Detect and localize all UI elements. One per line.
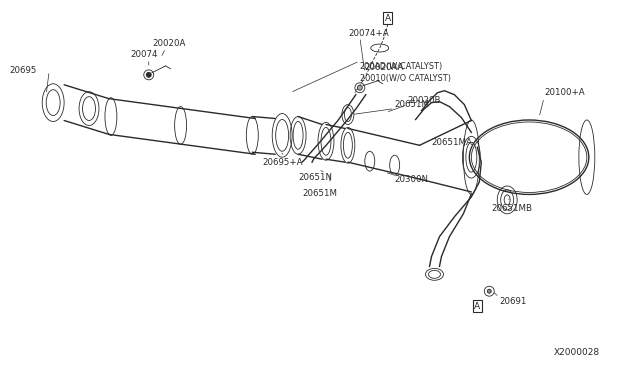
Text: 20651MA: 20651MA [431, 138, 472, 147]
Text: 20074: 20074 [131, 51, 158, 60]
Text: X2000028: X2000028 [554, 348, 600, 357]
Text: 20020A: 20020A [153, 39, 186, 48]
Text: 20020AA: 20020AA [365, 63, 404, 73]
Text: 20651M: 20651M [395, 100, 429, 109]
Circle shape [357, 85, 362, 90]
Text: 200AD(W/CATALYST): 200AD(W/CATALYST) [360, 62, 443, 71]
Text: 20695+A: 20695+A [262, 158, 303, 167]
Text: A: A [385, 14, 391, 23]
Text: 20300N: 20300N [395, 174, 429, 183]
Text: 20651MB: 20651MB [492, 204, 532, 213]
Text: 20020B: 20020B [408, 96, 441, 105]
Circle shape [487, 289, 492, 293]
Text: 20695: 20695 [10, 66, 36, 76]
Text: 20651M: 20651M [302, 189, 337, 198]
Text: 20651N: 20651N [298, 173, 332, 182]
Text: 20074+A: 20074+A [348, 29, 388, 38]
Circle shape [147, 73, 151, 77]
Text: 20010(W/O CATALYST): 20010(W/O CATALYST) [360, 74, 451, 83]
Text: 20100+A: 20100+A [544, 88, 585, 97]
Text: A: A [474, 302, 481, 311]
Text: 20691: 20691 [499, 296, 527, 306]
